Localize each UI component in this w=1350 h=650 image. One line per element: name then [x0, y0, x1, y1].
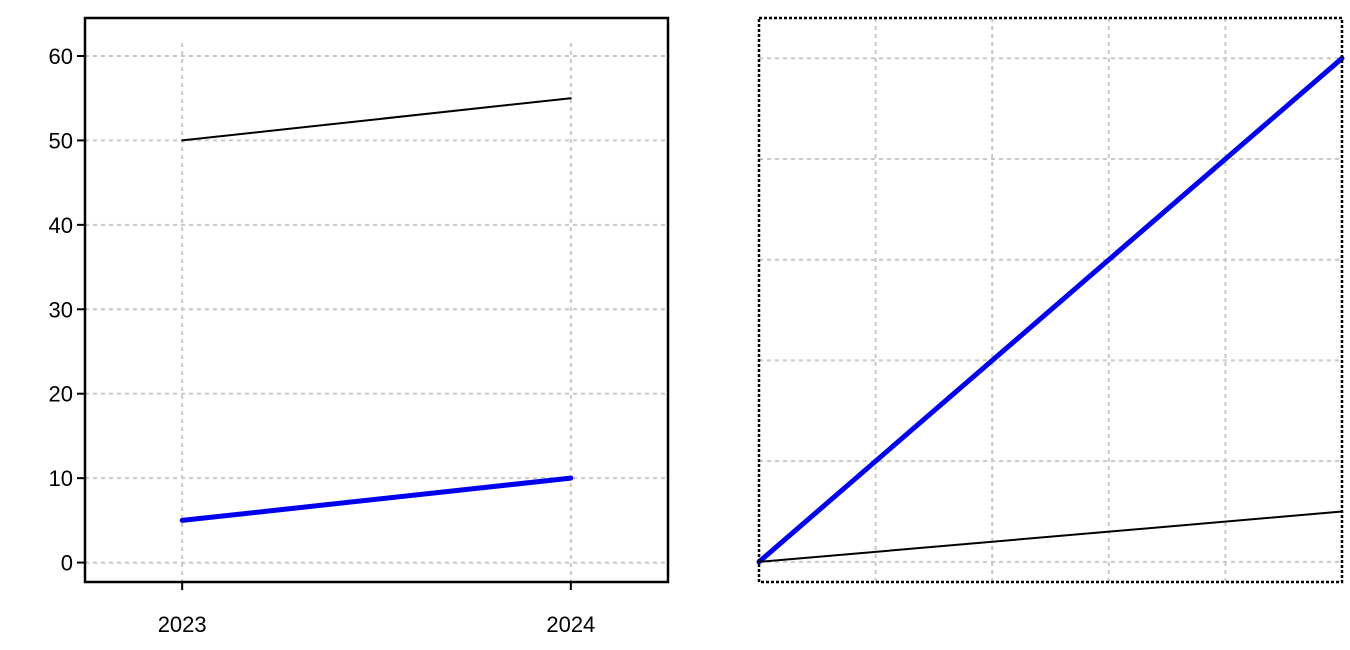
x-tick-label: 2024 [546, 612, 595, 637]
y-tick-label: 0 [61, 551, 73, 576]
y-tick-label: 20 [49, 382, 73, 407]
y-tick-label: 40 [49, 213, 73, 238]
y-tick-label: 30 [49, 297, 73, 322]
plot-frame [83, 16, 670, 584]
right-line-chart [756, 16, 1345, 584]
series-line-2 [758, 510, 1343, 563]
y-tick-label: 60 [49, 44, 73, 69]
series-line-2 [179, 475, 574, 523]
grid-lines [759, 18, 1342, 582]
series-line-1 [181, 97, 572, 142]
y-tick-label: 10 [49, 466, 73, 491]
x-tick-label: 2023 [158, 612, 207, 637]
y-tick-label: 50 [49, 128, 73, 153]
plot-frame [757, 16, 1344, 584]
grid-lines [85, 43, 668, 582]
left-line-chart: 2023 2024 0 10 20 30 40 50 60 [49, 16, 670, 637]
series-line-1 [756, 55, 1345, 565]
